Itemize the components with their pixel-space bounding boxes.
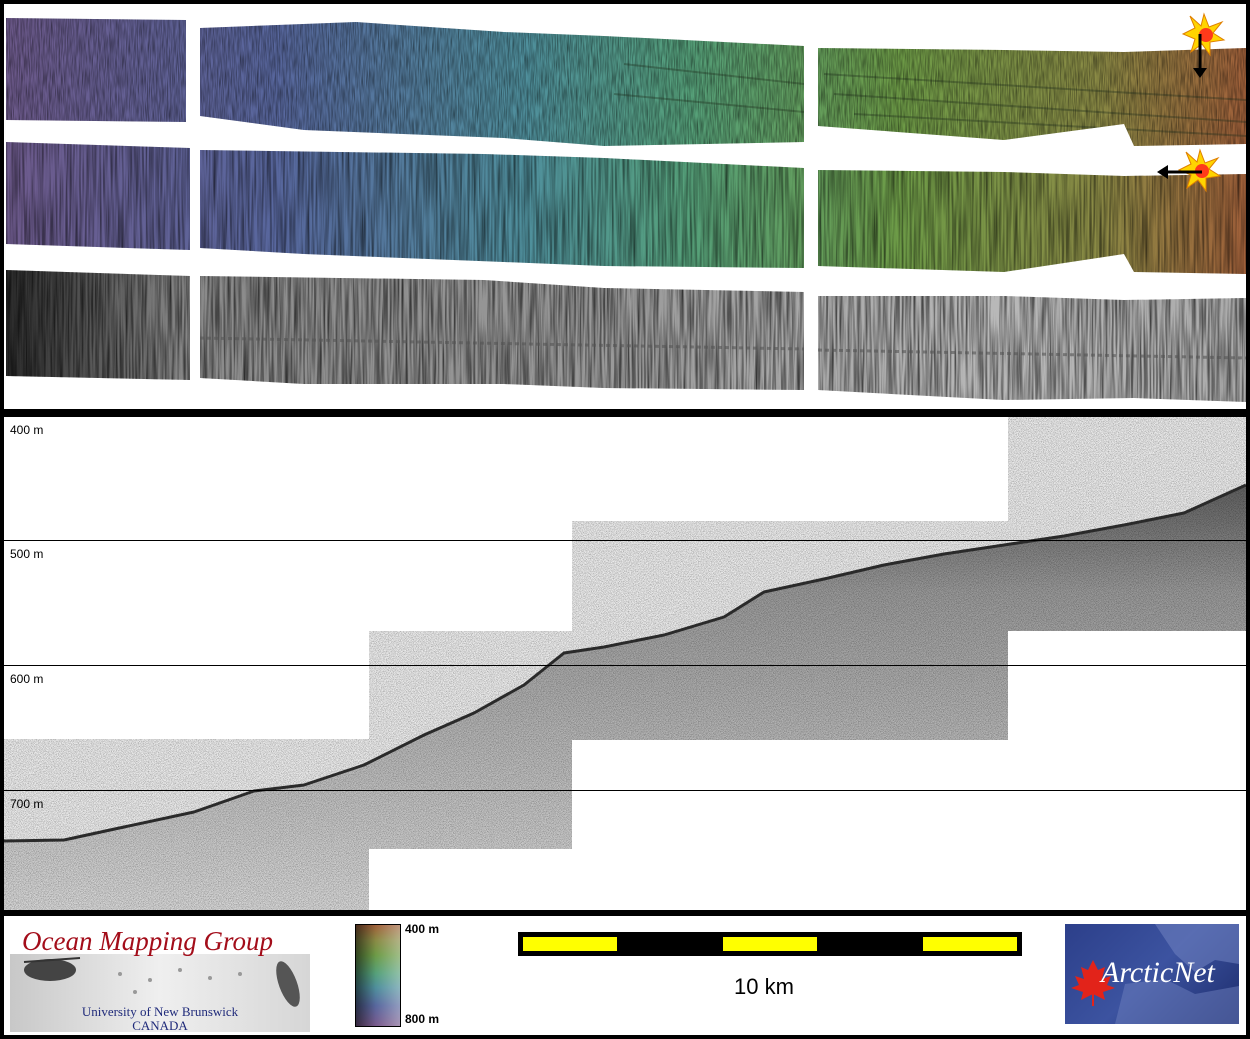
legend-bottom-label: 800 m	[405, 1012, 440, 1026]
seabed-echo	[4, 417, 1246, 910]
swath-map	[6, 12, 1246, 402]
legend-top-label: 400 m	[405, 922, 440, 936]
depth-gridline	[4, 540, 1246, 541]
sun-icon	[1181, 12, 1226, 57]
depth-label-500: 500 m	[10, 547, 44, 561]
swath-row-sun-east	[6, 142, 1246, 274]
depth-profile	[4, 417, 1246, 910]
swath-panel	[4, 4, 1246, 409]
left-arrow-icon	[1157, 165, 1202, 179]
depth-label-400: 400 m	[10, 423, 44, 437]
arcticnet-logo: ArcticNet	[1065, 924, 1239, 1024]
scale-segment	[523, 937, 617, 951]
depth-label-600: 600 m	[10, 672, 44, 686]
depth-label-700: 700 m	[10, 797, 44, 811]
depth-profile-panel: 400 m 500 m 600 m 700 m	[4, 417, 1246, 910]
omg-country: CANADA	[132, 1018, 188, 1033]
footer-panel: Ocean Mapping Group University of New Br…	[4, 916, 1246, 1035]
omg-seafloor-image	[10, 954, 310, 1032]
scale-segment	[723, 937, 817, 951]
swath-row-backscatter	[6, 270, 1246, 402]
depth-gridline	[4, 665, 1246, 666]
scale-segment	[923, 937, 1017, 951]
maple-leaf-icon	[1071, 960, 1115, 1006]
depth-color-legend	[355, 924, 401, 1027]
ocean-mapping-group-logo: Ocean Mapping Group University of New Br…	[10, 920, 310, 1033]
down-arrow-icon	[1193, 34, 1207, 78]
scale-bar	[518, 932, 1022, 956]
omg-university: University of New Brunswick	[81, 1004, 239, 1019]
omg-title: Ocean Mapping Group	[22, 926, 273, 956]
scale-bar-label: 10 km	[734, 974, 794, 999]
arcticnet-text: ArcticNet	[1101, 956, 1215, 989]
depth-gridline	[4, 790, 1246, 791]
arctic-map-image	[1071, 924, 1239, 1024]
swath-row-sun-north	[6, 18, 1246, 146]
